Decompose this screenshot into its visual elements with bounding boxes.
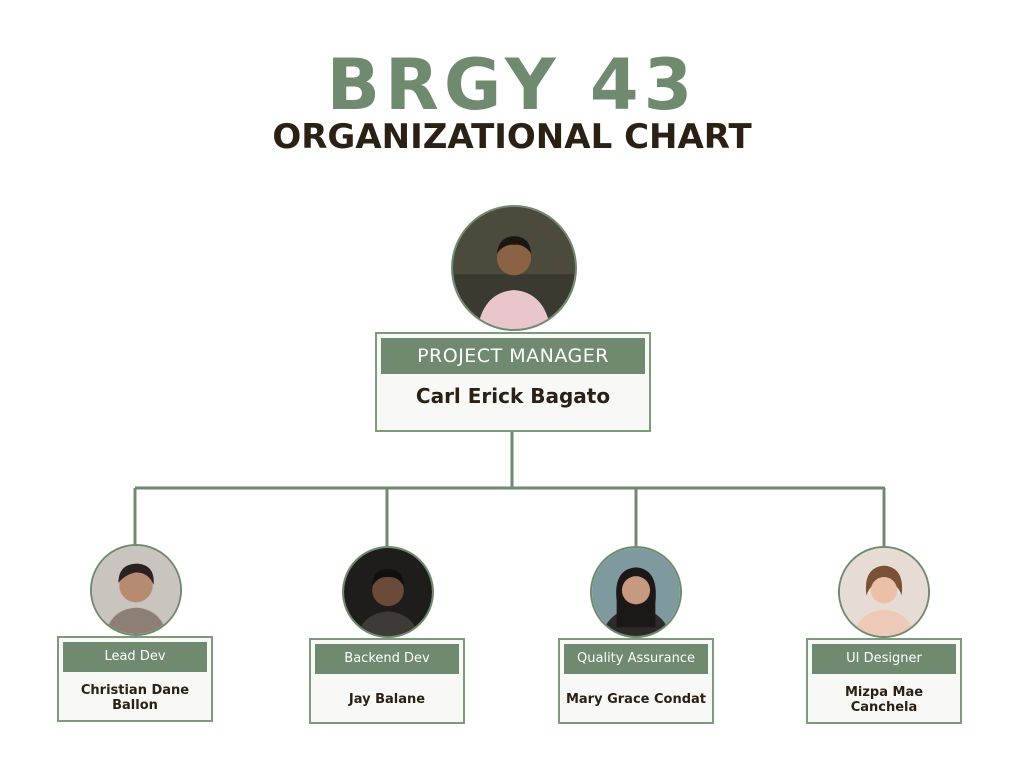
- person-photo-icon: [453, 207, 575, 329]
- person-photo-icon: [840, 548, 928, 636]
- member-photo-ui-designer: [838, 546, 930, 638]
- person-photo-icon: [592, 548, 680, 636]
- member-card-ui-designer: UI Designer Mizpa Mae Canchela: [806, 638, 962, 724]
- member-photo-lead-dev: [90, 544, 182, 636]
- member-card-quality-assurance: Quality Assurance Mary Grace Condat: [558, 638, 714, 724]
- manager-name: Carl Erick Bagato: [415, 384, 611, 408]
- chart-title: BRGY 43: [326, 44, 698, 126]
- member-name: Jay Balane: [348, 692, 426, 707]
- manager-card: PROJECT MANAGER Carl Erick Bagato: [375, 332, 651, 432]
- member-photo-quality-assurance: [590, 546, 682, 638]
- member-role: Quality Assurance: [564, 644, 708, 674]
- member-name: Mizpa Mae Canchela: [844, 685, 924, 715]
- person-photo-icon: [92, 546, 180, 634]
- manager-role: PROJECT MANAGER: [381, 338, 645, 374]
- member-name: Christian Dane Ballon: [80, 683, 190, 713]
- member-card-lead-dev: Lead Dev Christian Dane Ballon: [57, 636, 213, 722]
- member-role: UI Designer: [812, 644, 956, 674]
- chart-subtitle: ORGANIZATIONAL CHART: [272, 117, 752, 157]
- member-name: Mary Grace Condat: [565, 692, 707, 707]
- member-photo-backend-dev: [342, 546, 434, 638]
- person-photo-icon: [344, 548, 432, 636]
- manager-photo: [451, 205, 577, 331]
- member-role: Lead Dev: [63, 642, 207, 672]
- member-card-backend-dev: Backend Dev Jay Balane: [309, 638, 465, 724]
- member-role: Backend Dev: [315, 644, 459, 674]
